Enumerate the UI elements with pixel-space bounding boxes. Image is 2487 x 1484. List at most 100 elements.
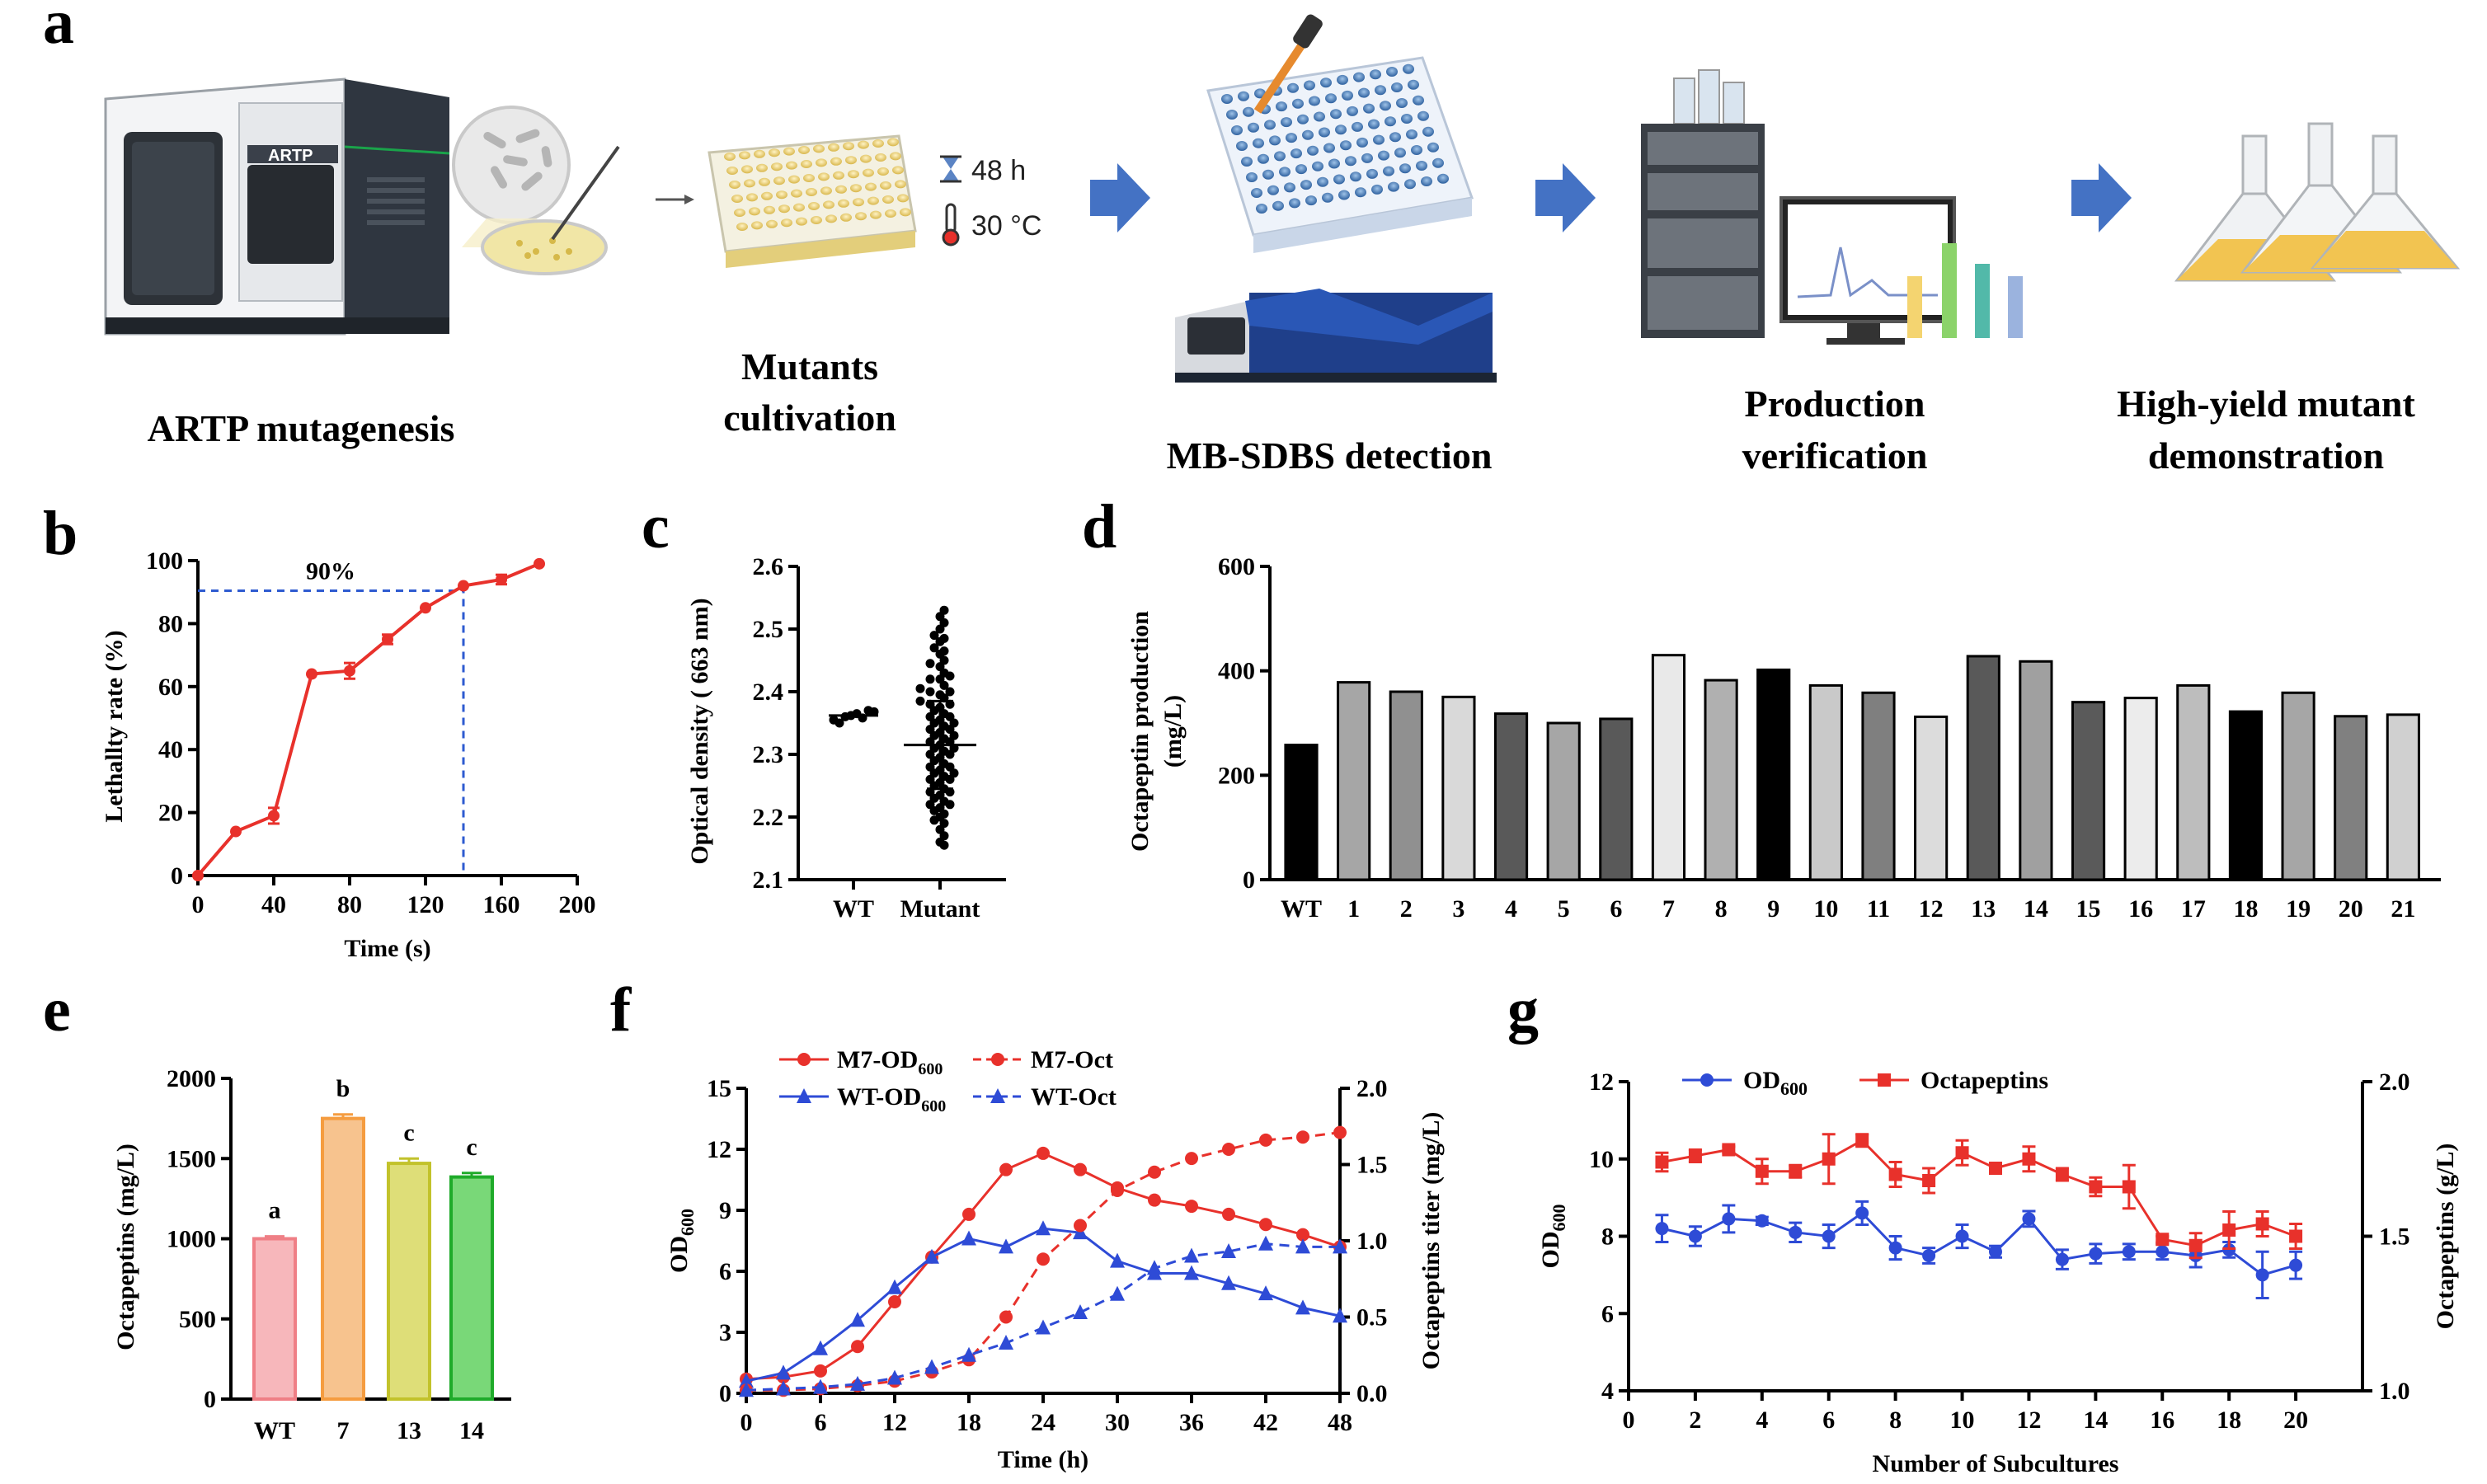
plate-well xyxy=(1236,141,1248,151)
plate-well xyxy=(1350,171,1361,182)
plate-well xyxy=(887,138,899,147)
data-point xyxy=(1296,1130,1309,1144)
plate-well xyxy=(741,165,753,174)
x-tick-label: 16 xyxy=(2128,895,2153,923)
data-point xyxy=(230,825,242,838)
data-point xyxy=(1222,1143,1235,1156)
x-tick-label: 80 xyxy=(337,891,362,918)
plate-well xyxy=(823,200,834,209)
plate-well xyxy=(1312,161,1323,171)
data-point xyxy=(1185,1200,1198,1214)
legend-label: WT-Oct xyxy=(1031,1083,1117,1111)
plate-well xyxy=(801,160,812,168)
data-point xyxy=(2055,1167,2069,1181)
plate-well xyxy=(1305,195,1317,206)
x-tick-label: 10 xyxy=(1813,895,1838,923)
bar xyxy=(2019,660,2053,881)
plate-well xyxy=(1302,129,1314,140)
panel-label-e: e xyxy=(43,975,71,1045)
data-point xyxy=(797,1053,811,1066)
x-tick-label: 6 xyxy=(815,1409,827,1436)
data-point xyxy=(887,1369,902,1385)
data-point xyxy=(1296,1228,1309,1242)
data-point xyxy=(344,665,355,677)
x-tick-label: 6 xyxy=(1610,895,1622,923)
y-tick-label: 0.0 xyxy=(1356,1380,1388,1407)
plate-well xyxy=(885,209,896,218)
data-point xyxy=(813,1340,828,1355)
y-tick-label: 1.0 xyxy=(1356,1228,1388,1255)
data-point xyxy=(1655,1155,1669,1169)
plate-well xyxy=(806,188,817,196)
data-point xyxy=(991,1053,1004,1066)
plate-well xyxy=(756,163,768,172)
plate-well xyxy=(1368,119,1380,129)
x-tick-label: 20 xyxy=(2283,1407,2308,1434)
incubation-time: 48 h xyxy=(971,155,1026,186)
bar xyxy=(2334,715,2368,881)
x-tick-label: 19 xyxy=(2286,895,2311,923)
series-line xyxy=(745,1227,1341,1383)
x-tick-label: 18 xyxy=(2217,1407,2241,1434)
data-point xyxy=(739,1382,754,1397)
y-tick-label: 1500 xyxy=(167,1145,216,1172)
plate-well xyxy=(828,143,839,152)
plate-well xyxy=(1291,148,1302,159)
plate-well xyxy=(736,223,748,231)
plate-well xyxy=(1358,87,1370,98)
plate-well xyxy=(840,213,852,222)
plate-well xyxy=(1307,145,1319,156)
data-point xyxy=(1655,1222,1669,1236)
data-point xyxy=(2122,1180,2136,1194)
x-tick-label: 2 xyxy=(1400,895,1413,923)
plate-well xyxy=(1309,96,1320,106)
legend: M7-OD600 M7-Oct WT-OD600 WT-Oct xyxy=(779,1046,1117,1115)
data-point xyxy=(834,718,844,728)
panel-label-c: c xyxy=(642,492,670,561)
data-point xyxy=(1147,1260,1162,1275)
y-tick-label: 2.3 xyxy=(753,741,784,768)
plate-well xyxy=(1241,157,1253,167)
x-tick-label: 8 xyxy=(1889,1407,1902,1434)
data-point xyxy=(990,1088,1005,1103)
data-point xyxy=(1878,1073,1891,1087)
x-tick-label: 5 xyxy=(1558,895,1570,923)
data-point xyxy=(1259,1218,1272,1232)
plate-well xyxy=(1304,80,1315,91)
data-point xyxy=(1036,1319,1051,1335)
y-tick-label: 12 xyxy=(707,1136,731,1163)
data-point xyxy=(850,1312,865,1327)
plate-well xyxy=(1355,187,1366,198)
plate-well xyxy=(1253,138,1264,148)
y-tick-label: 4 xyxy=(1601,1378,1614,1405)
data-point xyxy=(268,810,280,822)
data-point xyxy=(999,1238,1013,1254)
data-point xyxy=(1110,1252,1125,1268)
data-point xyxy=(929,631,939,641)
data-point xyxy=(1037,1146,1050,1160)
legend: OD600 Octapeptins xyxy=(1682,1067,2048,1099)
plate-well xyxy=(803,174,815,182)
plate-well xyxy=(1238,91,1249,101)
panel-b: b 0 20 40 60 80 100 0 40 80 120 160 200 Time (s) Letha… xyxy=(43,499,596,962)
plate-well xyxy=(1416,161,1427,171)
plate-well xyxy=(1337,74,1348,85)
significance-letter: a xyxy=(269,1197,281,1224)
data-point xyxy=(1955,1146,1969,1160)
data-point xyxy=(382,633,393,646)
caption-production-1: Production xyxy=(1745,383,1925,425)
x-tick-label: 3 xyxy=(1452,895,1464,923)
data-point xyxy=(1222,1207,1235,1221)
hplc-system xyxy=(1641,69,2023,345)
data-point xyxy=(776,1364,791,1380)
plate-well xyxy=(724,153,736,161)
y-tick-label: 0 xyxy=(719,1380,731,1407)
y-axis-label: Lethallty rate (%) xyxy=(101,630,128,822)
data-point xyxy=(961,1230,976,1246)
plate-well xyxy=(791,189,802,198)
plate-well xyxy=(734,209,745,217)
panel-c: c 2.1 2.2 2.3 2.4 2.5 2.6 Optical density ( 663… xyxy=(642,492,1006,923)
data-point xyxy=(999,1162,1013,1176)
bar xyxy=(1441,695,1476,881)
data-point xyxy=(1955,1229,1969,1243)
